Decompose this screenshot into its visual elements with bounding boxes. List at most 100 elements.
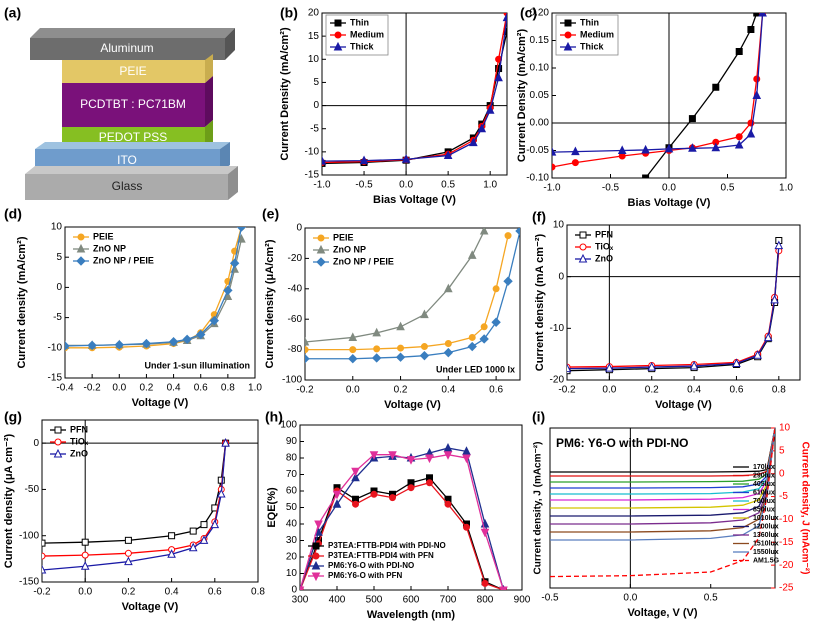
panel-label: (g) — [4, 409, 22, 425]
x-axis-label: Voltage (V) — [132, 397, 189, 409]
plot-frame — [304, 227, 521, 381]
legend-label: 850lux — [753, 506, 775, 513]
series-line — [305, 230, 485, 343]
series-line — [300, 477, 504, 590]
y-tick-label: 0 — [56, 282, 62, 293]
y-tick-label: -15 — [305, 170, 320, 181]
marker — [65, 341, 70, 351]
layer-label: PEDOT PSS — [99, 130, 167, 144]
marker — [504, 232, 512, 240]
marker — [216, 488, 226, 498]
marker — [334, 19, 342, 27]
marker — [332, 490, 342, 500]
legend-label: ZnO — [70, 448, 88, 458]
y-tick-label: 10 — [553, 220, 565, 231]
legend-label: PM6:Y6-O with PFN — [328, 571, 402, 580]
marker — [168, 532, 176, 540]
marker — [210, 519, 220, 529]
x-axis-label: Bias Voltage (V) — [628, 197, 711, 209]
marker — [182, 334, 192, 345]
marker — [221, 438, 230, 447]
x-tick-label: -0.2 — [296, 385, 314, 396]
marker — [332, 499, 342, 508]
marker — [579, 243, 587, 251]
x-tick-label: 0.6 — [489, 385, 503, 396]
legend-label: PEIE — [93, 231, 114, 241]
y-tick-label: 40 — [286, 519, 298, 530]
marker — [758, 13, 767, 17]
plot-frame — [566, 224, 801, 381]
marker — [732, 358, 741, 367]
x-tick-label: 0.4 — [165, 587, 179, 598]
y-tick-label: -100 — [19, 530, 39, 541]
marker — [42, 552, 46, 560]
x-tick-label: -0.5 — [602, 183, 620, 194]
layer-side — [205, 120, 213, 149]
marker — [81, 538, 89, 546]
marker — [351, 467, 360, 477]
y-tick-label: 100 — [280, 420, 297, 431]
y-axis-label: Current density (mA cm⁻²) — [534, 233, 546, 371]
x-tick-label: 0.8 — [772, 385, 786, 396]
y-tick-label: 0.20 — [530, 8, 550, 19]
legend-label: ZnO NP — [333, 244, 366, 254]
y-axis-label: Current density, J (mAcm⁻²) — [533, 442, 544, 575]
legend-label: P3TEA:FTTB-PDI4 with PDI-NO — [328, 541, 446, 550]
layer — [25, 174, 228, 200]
marker — [689, 360, 699, 370]
legend-label: 1360lux — [753, 532, 779, 539]
y2-tick-label: -10 — [779, 514, 794, 525]
panel: -0.4 -0.2 0.0 0.2 0.4 0.6 0.8 1.0 -15 -10 -5 0 5 10 Vo… — [4, 206, 262, 409]
marker — [351, 472, 360, 482]
marker — [477, 123, 487, 133]
marker — [419, 350, 430, 361]
marker — [491, 317, 501, 327]
marker — [462, 446, 471, 455]
marker — [420, 309, 429, 319]
x-tick-label: 400 — [329, 595, 346, 606]
marker — [114, 340, 124, 350]
marker — [552, 147, 557, 156]
marker — [397, 344, 405, 352]
y-tick-label: -20 — [550, 375, 565, 386]
y2-tick-label: -5 — [779, 491, 788, 502]
series-group — [567, 237, 784, 375]
y-axis-label: Current Density (mA/cm²) — [279, 27, 291, 161]
marker — [688, 143, 697, 152]
marker — [479, 334, 489, 344]
x-tick-label: 500 — [366, 595, 383, 606]
x-axis-label: Bias Voltage (V) — [373, 194, 456, 206]
x-tick-label: 0.0 — [346, 385, 360, 396]
marker — [502, 13, 507, 22]
legend-label: ZnO NP / PEIE — [333, 256, 394, 266]
marker — [236, 227, 247, 232]
marker — [479, 228, 489, 235]
marker — [314, 520, 323, 530]
legend-label: 170lux — [753, 464, 775, 471]
y-tick-label: 0 — [313, 100, 319, 111]
y-tick-label: -5 — [53, 312, 62, 323]
y-tick-label: -150 — [19, 577, 39, 588]
marker — [305, 336, 310, 346]
x-tick-label: 0.2 — [139, 383, 153, 394]
x-tick-label: -0.2 — [84, 383, 102, 394]
marker — [647, 361, 657, 371]
marker — [167, 549, 176, 558]
layer-top — [25, 166, 238, 174]
panel-label: (d) — [4, 206, 22, 222]
marker — [333, 41, 343, 51]
marker — [81, 551, 89, 559]
marker — [348, 354, 358, 364]
x-axis-label: Voltage (V) — [384, 399, 441, 411]
y-tick-label: 0 — [558, 271, 564, 282]
x-tick-label: 0.5 — [721, 183, 735, 194]
marker — [370, 490, 378, 498]
marker — [77, 233, 85, 241]
y-tick-label: 5 — [56, 252, 62, 263]
marker — [443, 451, 453, 460]
layer-label: Aluminum — [100, 41, 153, 55]
x-tick-label: -0.5 — [541, 593, 559, 604]
x-tick-label: 0.8 — [251, 587, 265, 598]
series-line — [65, 227, 243, 349]
